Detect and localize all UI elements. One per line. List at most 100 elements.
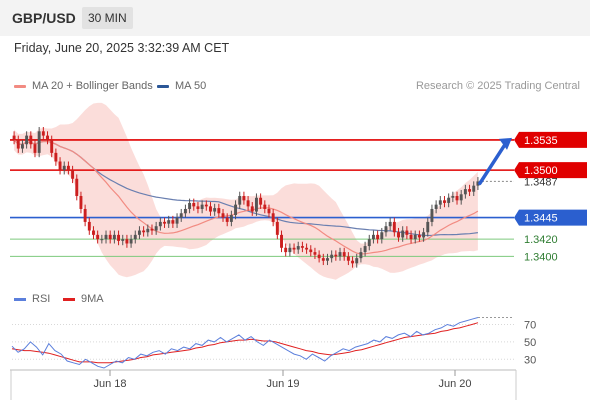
candle: [12, 135, 16, 140]
candle: [108, 234, 112, 240]
candle: [41, 131, 45, 136]
candle: [112, 234, 116, 240]
candle: [305, 247, 309, 250]
candle: [367, 239, 371, 247]
candle: [200, 204, 204, 209]
legend-item-rsi: RSI: [14, 293, 50, 305]
forecast-arrow-head: [499, 137, 512, 150]
candle: [384, 226, 388, 233]
credit-text: Research © 2025 Trading Central: [415, 80, 580, 92]
rsi-line: [11, 317, 479, 369]
rsi-swatch: [14, 297, 26, 301]
candle: [62, 165, 66, 171]
candle: [443, 200, 446, 203]
candle: [192, 202, 196, 207]
legend-label-ma20: MA 20 + Bollinger Bands: [32, 80, 153, 92]
x-tick-label: Jun 19: [266, 378, 299, 390]
candle: [137, 230, 141, 235]
price-label-1.3535: 1.3535: [524, 135, 558, 147]
candle: [288, 247, 292, 253]
candle: [317, 254, 321, 259]
candle: [422, 232, 426, 238]
candle: [326, 258, 329, 261]
candle: [334, 254, 338, 257]
candle: [371, 234, 375, 240]
candle: [71, 170, 75, 179]
candle: [309, 249, 313, 253]
timeframe-badge[interactable]: 30 MIN: [82, 7, 133, 29]
candle: [405, 230, 409, 235]
rsi-9ma-line: [11, 322, 479, 364]
candle: [271, 213, 275, 222]
price-tag-1.3535: [514, 131, 587, 148]
candle: [338, 252, 342, 257]
chart-header: GBP/USD 30 MIN: [0, 0, 590, 36]
candle: [355, 258, 359, 264]
candle: [163, 221, 166, 224]
candle: [413, 234, 417, 240]
candle: [242, 196, 246, 201]
candle: [188, 202, 192, 209]
legend-item-ma50: MA 50: [157, 80, 206, 92]
candle: [179, 213, 183, 218]
candle: [46, 135, 49, 140]
legend-label-ma50: MA 50: [175, 80, 207, 92]
candle: [229, 215, 233, 222]
candle: [54, 152, 58, 162]
rsi-tick-label: 70: [524, 319, 536, 331]
candle: [397, 232, 400, 238]
candle: [209, 206, 212, 212]
rsi-tick-label: 50: [524, 337, 536, 349]
candle: [117, 234, 121, 241]
candle: [125, 239, 129, 244]
price-tag-1.3445: [514, 209, 587, 226]
candle: [104, 234, 108, 240]
candle: [342, 252, 346, 257]
price-label-1.3500: 1.3500: [524, 165, 558, 177]
timestamp: Friday, June 20, 2025 3:32:39 AM CET: [14, 41, 230, 55]
candle: [225, 217, 229, 222]
candle: [133, 234, 137, 240]
candle: [213, 208, 217, 212]
ma50-swatch: [157, 84, 169, 88]
candle: [204, 204, 208, 207]
candle: [438, 200, 442, 205]
candle: [254, 197, 258, 212]
candle: [430, 208, 434, 222]
candle: [417, 234, 421, 238]
candle: [292, 247, 296, 250]
candle: [468, 189, 472, 192]
candle: [259, 197, 263, 205]
candle: [167, 220, 171, 224]
legend-item-ma20: MA 20 + Bollinger Bands: [14, 80, 153, 92]
candle: [183, 208, 187, 214]
candle: [263, 204, 267, 209]
candle: [313, 252, 317, 255]
candle: [376, 234, 380, 240]
candle: [221, 213, 225, 218]
candle: [363, 246, 367, 253]
candle: [447, 197, 451, 203]
candle: [79, 196, 83, 209]
candle: [401, 230, 405, 238]
candle: [175, 217, 179, 224]
candle: [284, 247, 288, 253]
candle: [87, 221, 91, 231]
currency-pair-title: GBP/USD: [12, 10, 76, 26]
legend-label-rsi: RSI: [32, 293, 51, 305]
price-label-1.3445: 1.3445: [524, 213, 558, 225]
bollinger-band: [14, 102, 478, 280]
price-label-1.3487: 1.3487: [524, 176, 558, 188]
candle: [96, 234, 100, 240]
price-tag-1.3500: [514, 162, 587, 179]
price-label-1.3420: 1.3420: [524, 234, 558, 246]
candle: [217, 208, 221, 214]
ma20-swatch: [14, 84, 26, 88]
candle: [380, 232, 384, 240]
legend-item-9ma: 9MA: [63, 293, 104, 305]
candle: [346, 256, 350, 261]
x-tick-label: Jun 20: [438, 378, 471, 390]
candle: [359, 252, 363, 259]
ma20-line: [13, 139, 479, 255]
